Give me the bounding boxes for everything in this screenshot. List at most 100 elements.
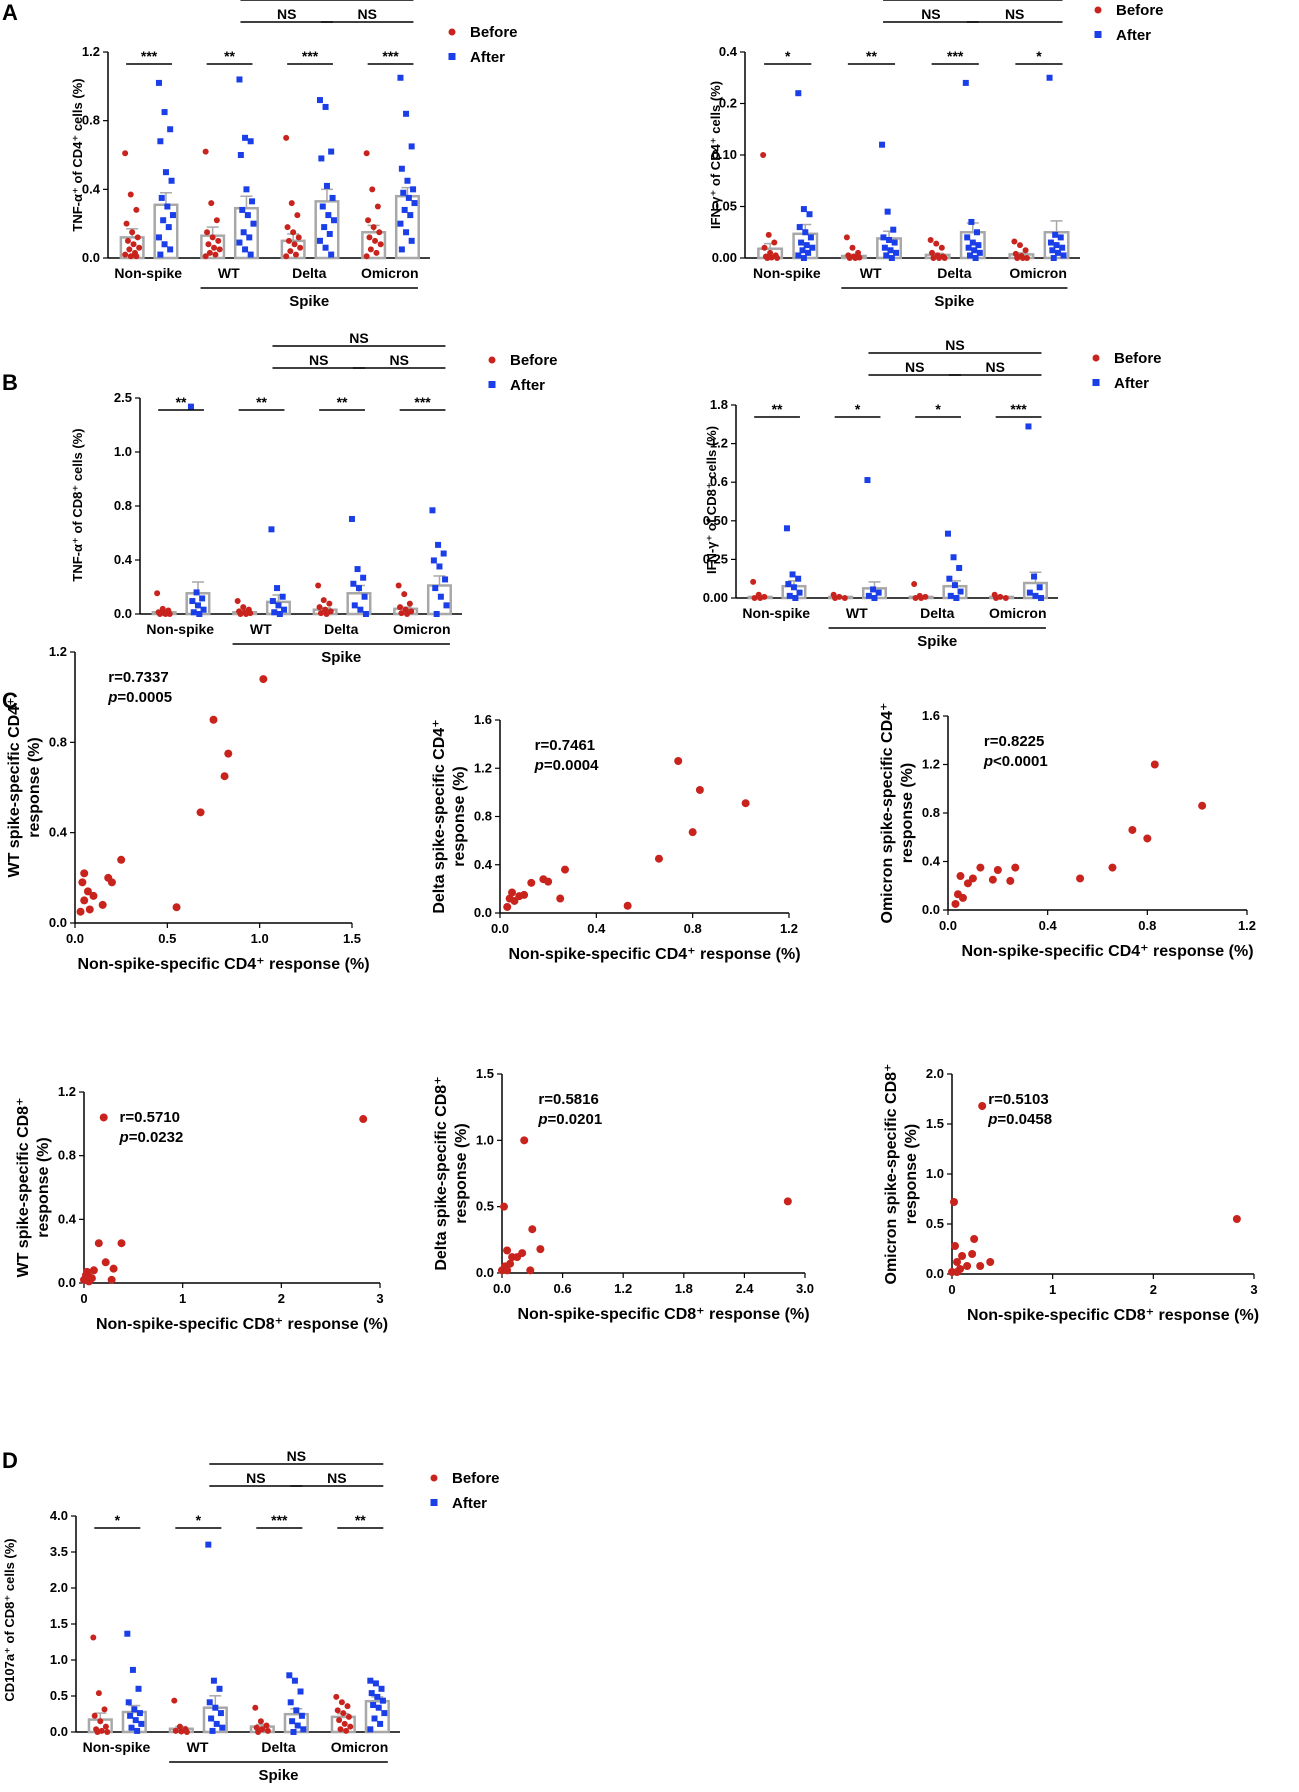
significance-label: NS bbox=[921, 6, 940, 22]
x-tick-label: 2 bbox=[278, 1291, 285, 1306]
data-point-after bbox=[1060, 252, 1067, 259]
data-point-after bbox=[271, 609, 278, 616]
data-point-before bbox=[315, 582, 322, 589]
data-point-after bbox=[250, 220, 257, 227]
data-point-after bbox=[953, 595, 960, 601]
data-point-after bbox=[134, 1727, 141, 1734]
data-point-after bbox=[805, 249, 812, 256]
data-point-after bbox=[956, 564, 963, 571]
data-point-after bbox=[789, 571, 796, 578]
x-category-label: Non-spike bbox=[114, 265, 182, 281]
scatter-point bbox=[556, 894, 565, 903]
data-point-before bbox=[295, 234, 302, 241]
x-category-label: Omicron bbox=[989, 605, 1047, 621]
data-point-before bbox=[1023, 255, 1030, 261]
data-point-after bbox=[161, 109, 168, 116]
data-point-after bbox=[124, 1630, 131, 1637]
data-point-after bbox=[397, 220, 404, 227]
data-point-after bbox=[1026, 589, 1033, 596]
significance-label: ** bbox=[866, 48, 877, 64]
y-tick-label: 0.4 bbox=[719, 44, 738, 59]
data-point-after bbox=[974, 229, 980, 236]
data-point-after bbox=[951, 582, 958, 589]
scatter-point bbox=[951, 899, 960, 908]
x-category-label: Delta bbox=[324, 621, 358, 637]
y-tick-label: 1.5 bbox=[926, 1116, 944, 1131]
data-point-after bbox=[403, 229, 410, 236]
data-point-after bbox=[372, 1680, 379, 1687]
x-category-label: WT bbox=[218, 265, 240, 281]
data-point-before bbox=[127, 253, 134, 260]
scatter-point bbox=[117, 855, 126, 864]
data-point-after bbox=[158, 194, 165, 201]
scatter-point bbox=[107, 878, 116, 887]
scatter-point bbox=[958, 893, 967, 902]
data-point-before bbox=[363, 253, 370, 260]
x-tick-label: 1.5 bbox=[343, 931, 361, 946]
data-point-before bbox=[317, 610, 324, 617]
scatter-point bbox=[741, 799, 750, 808]
data-point-after bbox=[408, 143, 415, 150]
data-point-after bbox=[964, 234, 971, 241]
data-point-after bbox=[316, 97, 323, 104]
data-point-after bbox=[795, 575, 802, 582]
data-point-before bbox=[750, 578, 757, 585]
y-tick-label: 1.2 bbox=[474, 760, 492, 775]
legend-marker-before bbox=[430, 1474, 438, 1482]
data-point-after bbox=[200, 606, 207, 613]
legend: Before After bbox=[1092, 350, 1162, 392]
data-point-after bbox=[893, 249, 900, 256]
scatter-point bbox=[80, 869, 89, 878]
data-point-after bbox=[972, 255, 979, 261]
y-tick-label: 0.0 bbox=[50, 1724, 68, 1739]
data-point-before bbox=[97, 1718, 104, 1725]
data-point-before bbox=[133, 253, 140, 260]
data-point-after bbox=[379, 1697, 386, 1704]
data-point-before bbox=[398, 610, 405, 617]
legend-label-before: Before bbox=[1114, 350, 1162, 367]
data-point-after bbox=[242, 134, 249, 141]
correlation-r: r=0.8225 bbox=[984, 733, 1044, 750]
y-tick-label: 0.00 bbox=[712, 250, 737, 265]
data-point-before bbox=[936, 255, 943, 261]
scatter-point bbox=[1108, 863, 1117, 872]
data-point-after bbox=[209, 1727, 216, 1734]
scatter-point bbox=[956, 872, 965, 881]
scatter-point bbox=[520, 1136, 529, 1145]
y-tick-label: 0.8 bbox=[49, 734, 67, 749]
data-point-before bbox=[404, 611, 411, 617]
y-tick-label: 0.5 bbox=[476, 1199, 494, 1214]
data-point-after bbox=[411, 200, 418, 207]
data-point-before bbox=[367, 246, 374, 253]
scatter-point bbox=[1232, 1215, 1241, 1223]
x-tick-label: 3 bbox=[376, 1291, 383, 1306]
significance-label: NS bbox=[287, 1448, 306, 1464]
data-point-after bbox=[125, 1699, 132, 1706]
scatter-point bbox=[80, 896, 89, 905]
x-category-label: Omicron bbox=[393, 621, 451, 637]
data-point-before bbox=[338, 1699, 345, 1706]
y-tick-label: 0.8 bbox=[922, 805, 940, 820]
data-point-after bbox=[157, 138, 164, 145]
y-tick-label: 0.8 bbox=[82, 113, 100, 128]
data-point-before bbox=[176, 1723, 183, 1730]
y-axis-label: WT spike-specific CD8⁺ bbox=[15, 1097, 32, 1277]
legend-marker-before bbox=[488, 356, 496, 364]
data-point-after bbox=[950, 554, 957, 561]
data-point-after bbox=[190, 609, 197, 616]
scatter-point bbox=[503, 902, 512, 911]
scatter-point bbox=[209, 715, 218, 724]
x-category-label: Non-spike bbox=[753, 265, 821, 281]
data-point-before bbox=[374, 203, 381, 210]
x-category-label: Omicron bbox=[331, 1739, 389, 1755]
x-category-label: Delta bbox=[261, 1739, 295, 1755]
data-point-after bbox=[127, 1712, 134, 1719]
significance-label: NS bbox=[309, 352, 328, 368]
scatter-point bbox=[1128, 825, 1137, 834]
scatter-point bbox=[1143, 834, 1152, 843]
data-point-after bbox=[216, 1685, 223, 1692]
data-point-after bbox=[962, 79, 969, 86]
scatter-point bbox=[78, 878, 87, 887]
legend-label-after: After bbox=[470, 49, 505, 66]
